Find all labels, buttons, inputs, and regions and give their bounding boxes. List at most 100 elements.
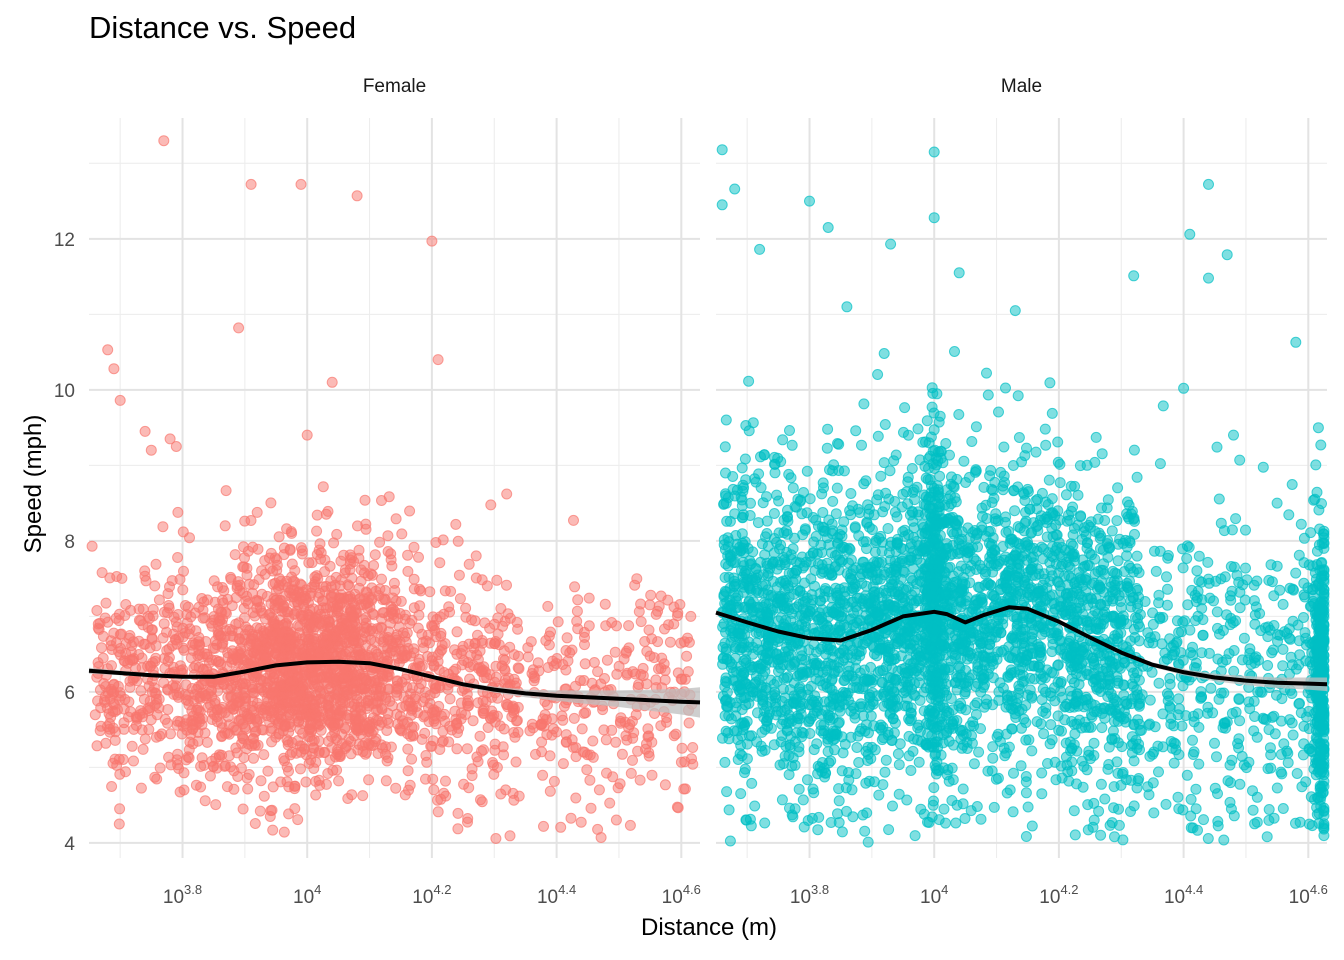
data-point: [406, 753, 418, 765]
data-point: [584, 774, 596, 786]
data-point: [1000, 382, 1011, 394]
data-point: [350, 676, 362, 688]
data-point: [1096, 448, 1108, 460]
x-tick-label: 104: [293, 882, 321, 908]
data-point: [154, 730, 166, 742]
data-point: [182, 751, 194, 763]
data-point: [462, 695, 474, 707]
data-point: [1209, 782, 1221, 794]
data-point: [875, 470, 887, 482]
data-point: [982, 389, 994, 401]
data-point: [599, 598, 611, 610]
data-point: [243, 769, 255, 780]
data-point: [217, 597, 229, 609]
data-point: [410, 701, 422, 713]
data-point: [314, 538, 326, 550]
data-point: [249, 818, 261, 829]
data-point: [366, 592, 378, 604]
data-point: [776, 794, 788, 806]
data-point: [139, 425, 151, 437]
data-point: [719, 756, 731, 768]
data-point: [768, 508, 780, 519]
data-point: [1060, 489, 1072, 501]
data-point: [365, 568, 377, 580]
data-point: [452, 807, 464, 819]
data-point: [105, 640, 117, 652]
data-point: [339, 722, 351, 734]
data-point: [252, 739, 264, 751]
data-point: [363, 774, 375, 786]
data-point: [572, 594, 584, 606]
data-point: [254, 805, 266, 817]
data-point: [624, 819, 636, 831]
x-tick-label: 104.2: [412, 882, 451, 908]
data-point: [396, 650, 408, 662]
data-point: [522, 642, 534, 654]
data-point: [231, 652, 243, 664]
data-point: [511, 715, 522, 727]
data-point: [599, 673, 610, 684]
data-point: [95, 720, 107, 732]
data-point: [428, 784, 440, 796]
data-point: [482, 722, 494, 733]
data-point: [239, 552, 250, 564]
data-point: [258, 790, 270, 802]
data-point: [255, 605, 267, 617]
data-point: [500, 699, 512, 710]
data-point: [552, 616, 564, 628]
data-point: [451, 717, 463, 729]
data-point: [188, 662, 200, 674]
data-point: [309, 671, 321, 683]
data-point: [404, 779, 416, 791]
data-point: [644, 599, 656, 611]
data-point: [135, 782, 147, 794]
data-point: [784, 425, 795, 436]
data-point: [342, 793, 354, 804]
data-point: [393, 682, 404, 694]
data-point: [275, 776, 287, 788]
data-point: [297, 643, 309, 655]
data-point: [679, 673, 691, 685]
data-point: [331, 620, 343, 632]
data-point: [151, 773, 163, 785]
data-point: [143, 724, 155, 735]
data-point: [408, 573, 420, 585]
data-point: [601, 654, 613, 666]
data-point: [204, 770, 216, 782]
x-tick-label: 104.6: [662, 882, 701, 908]
data-point: [120, 766, 131, 778]
data-point: [343, 580, 355, 592]
data-point: [685, 610, 697, 622]
data-point: [316, 595, 328, 607]
data-point: [195, 781, 207, 793]
data-point: [171, 638, 183, 650]
data-point: [432, 656, 444, 667]
data-point: [408, 541, 420, 553]
data-point: [265, 497, 277, 509]
data-point: [557, 714, 569, 726]
data-point: [149, 580, 161, 592]
data-point: [672, 802, 684, 814]
data-point: [174, 786, 186, 798]
data-point: [242, 624, 253, 636]
data-point: [897, 488, 909, 500]
data-point: [282, 581, 294, 593]
data-point: [223, 750, 235, 762]
data-point: [1112, 555, 1124, 567]
data-point: [555, 821, 567, 833]
data-point: [278, 826, 290, 838]
data-point: [130, 720, 142, 731]
data-point: [581, 764, 593, 776]
data-point: [86, 540, 98, 552]
data-point: [158, 677, 170, 689]
data-point: [338, 671, 350, 683]
data-point: [273, 531, 285, 543]
data-point: [196, 752, 208, 764]
data-point: [109, 753, 121, 765]
data-point: [503, 672, 514, 684]
data-point: [574, 675, 586, 687]
data-point: [1112, 482, 1124, 494]
data-point: [604, 797, 616, 809]
data-point: [93, 624, 105, 635]
data-point: [357, 790, 369, 802]
